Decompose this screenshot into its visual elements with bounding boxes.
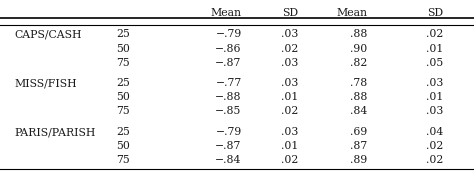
Text: .04: .04 [426, 127, 443, 137]
Text: −.86: −.86 [215, 44, 242, 53]
Text: .02: .02 [281, 155, 299, 165]
Text: .78: .78 [350, 78, 367, 88]
Text: 50: 50 [116, 141, 130, 151]
Text: −.77: −.77 [216, 78, 242, 88]
Text: Mean: Mean [337, 8, 367, 18]
Text: −.79: −.79 [216, 29, 242, 39]
Text: .01: .01 [281, 141, 299, 151]
Text: CAPS/CASH: CAPS/CASH [14, 29, 82, 39]
Text: .90: .90 [350, 44, 367, 53]
Text: .02: .02 [426, 155, 443, 165]
Text: 50: 50 [116, 44, 130, 53]
Text: .03: .03 [281, 78, 299, 88]
Text: Mean: Mean [211, 8, 242, 18]
Text: SD: SD [427, 8, 443, 18]
Text: 25: 25 [116, 78, 130, 88]
Text: 75: 75 [116, 155, 130, 165]
Text: .02: .02 [426, 141, 443, 151]
Text: .03: .03 [281, 127, 299, 137]
Text: .02: .02 [281, 44, 299, 53]
Text: 25: 25 [116, 29, 130, 39]
Text: 75: 75 [116, 106, 130, 116]
Text: 50: 50 [116, 92, 130, 102]
Text: .89: .89 [350, 155, 367, 165]
Text: .82: .82 [350, 58, 367, 68]
Text: 75: 75 [116, 58, 130, 68]
Text: .01: .01 [426, 44, 443, 53]
Text: .84: .84 [350, 106, 367, 116]
Text: .03: .03 [426, 78, 443, 88]
Text: 25: 25 [116, 127, 130, 137]
Text: PARIS/PARISH: PARIS/PARISH [14, 127, 96, 137]
Text: .01: .01 [426, 92, 443, 102]
Text: −.79: −.79 [216, 127, 242, 137]
Text: −.85: −.85 [215, 106, 242, 116]
Text: .03: .03 [281, 29, 299, 39]
Text: .88: .88 [350, 92, 367, 102]
Text: .69: .69 [350, 127, 367, 137]
Text: .03: .03 [426, 106, 443, 116]
Text: .02: .02 [281, 106, 299, 116]
Text: .87: .87 [350, 141, 367, 151]
Text: −.87: −.87 [215, 58, 242, 68]
Text: .88: .88 [350, 29, 367, 39]
Text: .03: .03 [281, 58, 299, 68]
Text: .05: .05 [426, 58, 443, 68]
Text: −.88: −.88 [215, 92, 242, 102]
Text: −.84: −.84 [215, 155, 242, 165]
Text: −.87: −.87 [215, 141, 242, 151]
Text: .02: .02 [426, 29, 443, 39]
Text: SD: SD [283, 8, 299, 18]
Text: .01: .01 [281, 92, 299, 102]
Text: MISS/FISH: MISS/FISH [14, 78, 77, 88]
